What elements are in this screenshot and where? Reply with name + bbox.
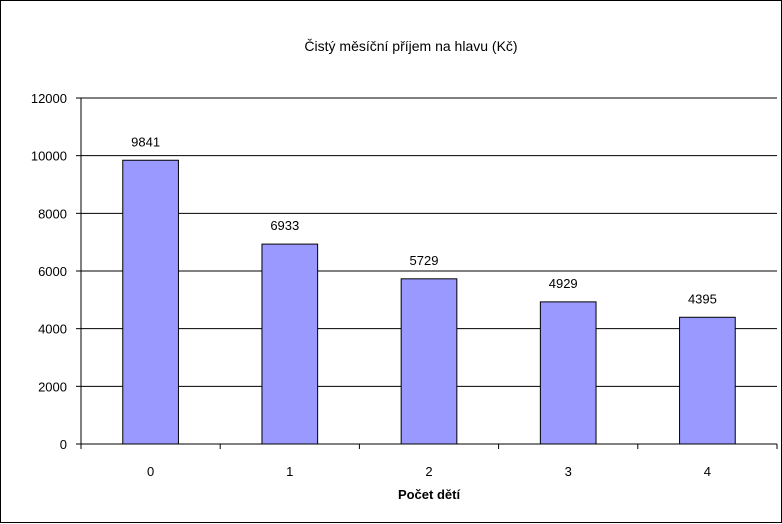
bar [400,278,458,445]
x-tick-label: 4 [704,464,711,479]
x-tick-label: 2 [425,464,432,479]
y-tick-labels: 0 2000 4000 6000 8000 10000 12000 [31,91,67,452]
x-tick-label: 1 [286,464,293,479]
bar [539,301,597,445]
chart-title: Čistý měsíční příjem na hlavu (Kč) [304,38,517,54]
data-label: 6933 [270,218,299,233]
data-label: 4395 [688,291,717,306]
y-tick-label: 0 [60,437,67,452]
x-axis-label: Počet dětí [398,487,461,502]
x-tick-label: 3 [565,464,572,479]
y-tick-label: 10000 [31,149,67,164]
data-labels: 9841 6933 5729 4929 4395 [131,134,717,306]
bar [261,243,319,445]
data-label: 5729 [410,253,439,268]
bar [122,159,179,445]
bars [122,159,736,445]
gridlines [81,97,777,387]
x-tick-labels: 0 1 2 3 4 [147,464,711,479]
y-tick-label: 4000 [38,322,67,337]
bar [679,316,736,445]
x-tick-label: 0 [147,464,154,479]
data-label: 4929 [549,276,578,291]
axes [76,97,778,449]
y-tick-label: 12000 [31,91,67,106]
y-tick-label: 8000 [38,206,67,221]
y-tick-label: 6000 [38,264,67,279]
data-label: 9841 [131,134,160,149]
y-tick-label: 2000 [38,379,67,394]
